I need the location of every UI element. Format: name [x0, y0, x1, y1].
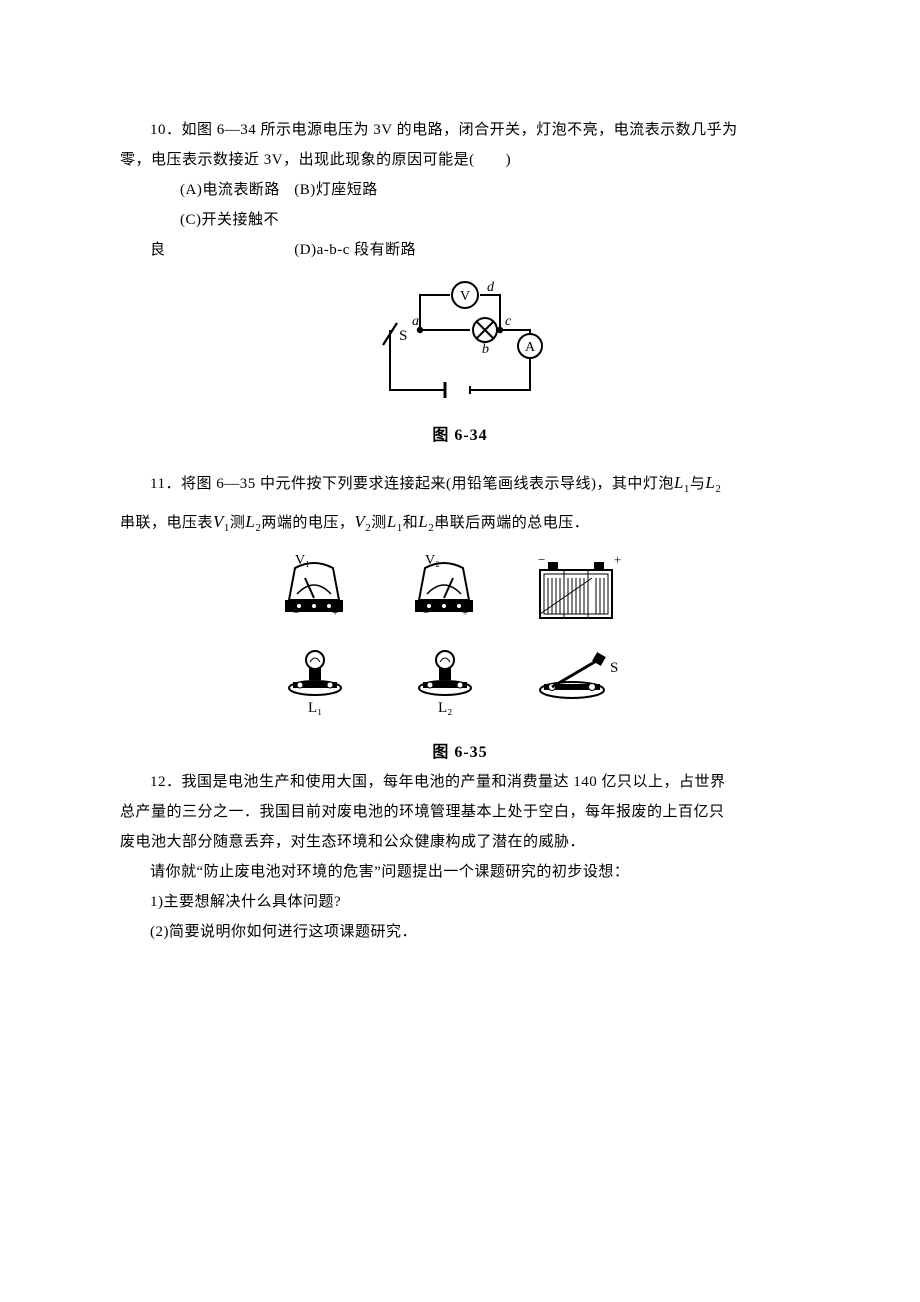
bulb-l1-icon — [289, 651, 341, 695]
q10-option-b: (B)灯座短路 — [294, 182, 378, 198]
q11-L1: L — [674, 473, 684, 492]
l2-label: L₂ — [438, 700, 452, 716]
bulb-l2-icon — [419, 651, 471, 695]
q11-L2a: L — [705, 473, 715, 492]
q12-line1: 12．我国是电池生产和使用大国，每年电池的产量和消费量达 140 亿只以上，占世… — [120, 767, 800, 797]
bat-minus: − — [538, 552, 545, 567]
v1-label: V₁ — [295, 553, 310, 568]
q10-option-c: (C)开关接触不良 — [150, 205, 290, 265]
q11-l2-p2: 测 — [230, 515, 246, 531]
figure-6-34-caption: 图 6-34 — [120, 421, 800, 445]
q11-l1-p2: 与 — [690, 476, 706, 492]
q10-options-row1: (A)电流表断路 (B)灯座短路 — [120, 175, 800, 205]
q12-sub2: (2)简要说明你如何进行这项课题研究． — [120, 917, 800, 947]
node-b: b — [482, 342, 489, 357]
q11-L2a-sub: 2 — [715, 483, 721, 495]
voltmeter-v1-icon — [285, 563, 343, 612]
node-d: d — [487, 280, 495, 295]
q11-line1: 11．将图 6—35 中元件按下列要求连接起来(用铅笔画线表示导线)，其中灯泡L… — [120, 463, 800, 502]
q12-sub1: 1)主要想解决什么具体问题? — [120, 887, 800, 917]
v2-plus: + — [462, 607, 468, 619]
voltmeter-label: V — [460, 289, 470, 304]
q11-L1b: L — [387, 512, 397, 531]
node-a: a — [412, 314, 419, 329]
v1-plus: + — [332, 607, 338, 619]
q12-line4: 请你就“防止废电池对环境的危害”问题提出一个课题研究的初步设想： — [120, 857, 800, 887]
battery-icon — [540, 562, 612, 618]
voltmeter-v2-icon — [415, 563, 473, 612]
q12-line2: 总产量的三分之一．我国目前对废电池的环境管理基本上处于空白，每年报废的上百亿只 — [120, 797, 800, 827]
q11-l2-p4: 测 — [371, 515, 387, 531]
q10-options-row2: (C)开关接触不良 (D)a-b-c 段有断路 — [120, 205, 800, 265]
q10-option-a: (A)电流表断路 — [150, 175, 290, 205]
components-diagram-6-35: V₁ − + V₂ − + — [260, 552, 660, 727]
ammeter-label: A — [525, 340, 536, 355]
question-12: 12．我国是电池生产和使用大国，每年电池的产量和消费量达 140 亿只以上，占世… — [120, 767, 800, 947]
q11-l2-p5: 和 — [403, 515, 419, 531]
v2-minus: − — [423, 607, 429, 619]
q11-V2: V — [354, 512, 365, 531]
question-11: 11．将图 6—35 中元件按下列要求连接起来(用铅笔画线表示导线)，其中灯泡L… — [120, 463, 800, 762]
q11-l2-p6: 串联后两端的总电压． — [434, 515, 589, 531]
q10-text-line1: 10．如图 6—34 所示电源电压为 3V 的电路，闭合开关，灯泡不亮，电流表示… — [120, 115, 800, 145]
l1-label: L₁ — [308, 700, 322, 716]
question-10: 10．如图 6—34 所示电源电压为 3V 的电路，闭合开关，灯泡不亮，电流表示… — [120, 115, 800, 445]
q11-L2b: L — [245, 512, 255, 531]
v1-minus: − — [293, 607, 299, 619]
q10-option-d: (D)a-b-c 段有断路 — [294, 242, 416, 258]
q10-text-line2: 零，电压表示数接近 3V，出现此现象的原因可能是( ) — [120, 145, 800, 175]
q11-l2-p1: 串联，电压表 — [120, 515, 213, 531]
circuit-diagram-6-34: V A S a b c d — [355, 275, 565, 410]
figure-6-35-caption: 图 6-35 — [120, 738, 800, 762]
switch-icon — [540, 652, 606, 698]
figure-6-35: V₁ − + V₂ − + — [120, 552, 800, 762]
q11-V1: V — [213, 512, 224, 531]
bat-plus: + — [614, 552, 621, 567]
q11-l1-p1: 11．将图 6—35 中元件按下列要求连接起来(用铅笔画线表示导线)，其中灯泡 — [150, 476, 674, 492]
figure-6-34: V A S a b c d 图 6-34 — [120, 275, 800, 445]
switch-label: S — [399, 328, 407, 344]
q11-L2c: L — [418, 512, 428, 531]
v2-label: V₂ — [425, 553, 440, 568]
q12-line3: 废电池大部分随意丢弃，对生态环境和公众健康构成了潜在的威胁． — [120, 827, 800, 857]
q11-line2: 串联，电压表V1测L2两端的电压，V2测L1和L2串联后两端的总电压． — [120, 502, 800, 541]
s-label: S — [610, 660, 618, 676]
node-c: c — [505, 314, 512, 329]
q11-l2-p3: 两端的电压， — [261, 515, 354, 531]
